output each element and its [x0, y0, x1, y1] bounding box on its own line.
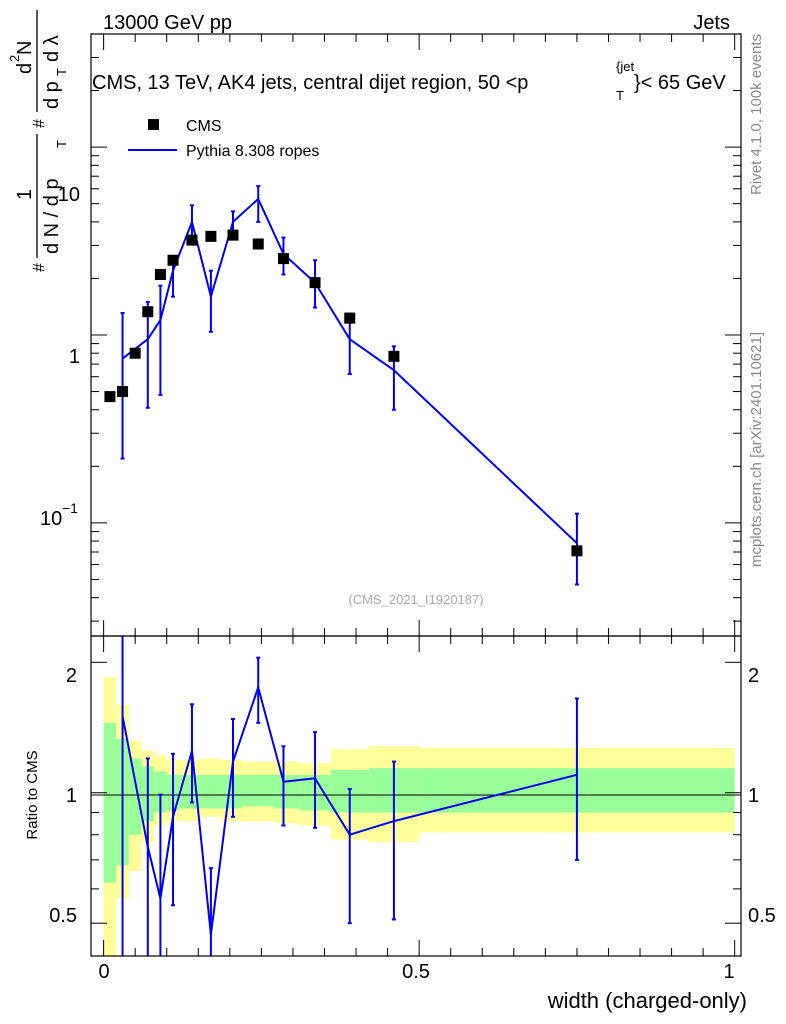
main-axis-ticks: [91, 33, 741, 636]
y-label-hash-1: #: [31, 263, 48, 272]
legend-cms-label: CMS: [186, 118, 222, 135]
side-text-top: Rivet 4.1.0, 100k events: [748, 34, 765, 195]
ratio-band-inner: [128, 758, 142, 835]
legend-mc-label: Pythia 8.308 ropes: [186, 143, 319, 160]
ratio-y-tick-label-2-left: 2: [66, 665, 77, 687]
watermark: (CMS_2021_I1920187): [348, 592, 483, 607]
y-tick-label-0.1-exp: −1: [62, 500, 78, 516]
y-label-den-2-sub: T: [54, 68, 69, 76]
cms-data-point: [142, 306, 154, 318]
cms-data-point: [104, 391, 116, 403]
ratio-data-layer: [121, 636, 579, 956]
y-label-den-2-b: d λ: [41, 35, 63, 62]
y-tick-label-0.1-base: 10: [40, 508, 62, 530]
y-tick-label-10: 10: [58, 184, 80, 206]
y-label-num-2: d: [14, 63, 36, 74]
x-axis-label: width (charged-only): [547, 988, 747, 1013]
y-label-hash-2: #: [31, 119, 48, 128]
y-label-num-2-b: N: [14, 41, 36, 55]
title-tail: }< 65 GeV: [634, 72, 726, 94]
title-main: CMS, 13 TeV, AK4 jets, central dijet reg…: [92, 72, 528, 94]
cms-data-point: [117, 386, 129, 398]
cms-data-point: [129, 347, 141, 359]
x-tick-label-0.5: 0.5: [402, 961, 430, 983]
ratio-y-tick-label-0.5-left: 0.5: [49, 905, 77, 927]
x-tick-label-0: 0: [98, 961, 109, 983]
y-label-den-1: d N / d p: [41, 178, 63, 254]
main-y-label: # 1 d N / d p T # d 2 N d p T d λ: [7, 10, 69, 272]
main-data-layer: [104, 185, 583, 586]
ratio-axis-ticks: [91, 636, 741, 956]
header-left: 13000 GeV pp: [103, 12, 232, 34]
cms-data-point: [186, 234, 198, 246]
ratio-y-tick-label-1-left: 1: [66, 785, 77, 807]
cms-data-point: [277, 253, 289, 265]
title-subscript: T: [616, 88, 624, 103]
ratio-band-inner: [154, 771, 167, 813]
cms-data-point: [388, 350, 400, 362]
cms-data-point: [167, 254, 179, 266]
ratio-panel-frame: [90, 635, 742, 957]
y-label-num-1: 1: [14, 189, 36, 200]
legend: CMS Pythia 8.308 ropes: [128, 118, 319, 160]
y-label-num-2-sup: 2: [7, 55, 22, 62]
header-right: Jets: [693, 12, 730, 34]
cms-data-point: [344, 312, 356, 324]
legend-cms-marker: [148, 119, 159, 130]
ratio-band-inner: [103, 722, 117, 883]
ratio-y-label: Ratio to CMS: [24, 750, 41, 839]
cms-data-point: [309, 277, 321, 289]
y-label-den-2: d p: [41, 81, 63, 109]
main-title: CMS, 13 TeV, AK4 jets, central dijet reg…: [92, 72, 528, 94]
x-tick-label-1: 1: [723, 961, 734, 983]
ratio-band-inner: [201, 774, 221, 809]
cms-data-point: [227, 229, 239, 241]
y-tick-label-1: 1: [69, 346, 80, 368]
cms-data-point: [252, 238, 264, 250]
side-text-bottom: mcplots.cern.ch [arXiv:2401.10621]: [748, 332, 765, 567]
y-label-den-1-sub: T: [54, 140, 69, 148]
cms-data-point: [205, 230, 217, 242]
ratio-y-tick-label-0.5-right: 0.5: [748, 905, 776, 927]
ratio-band-inner: [242, 774, 275, 807]
ratio-y-tick-label-2-right: 2: [748, 665, 759, 687]
ratio-y-tick-label-1-right: 1: [748, 785, 759, 807]
ratio-band-inner: [220, 774, 243, 809]
title-superscript: {jet: [616, 59, 634, 74]
cms-data-point: [154, 268, 166, 280]
cms-data-point: [571, 545, 583, 557]
